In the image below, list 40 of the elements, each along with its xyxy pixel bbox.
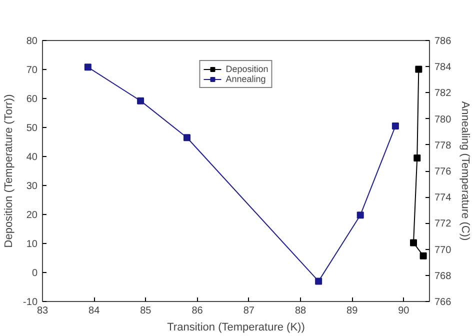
y2-tick-label: 776	[434, 166, 452, 178]
x-tick-label: 87	[243, 306, 255, 316]
y2-tick-label: 770	[434, 244, 452, 256]
y2-axis-title: Annealing (Temperature (C))	[459, 101, 472, 241]
x-tick-label: 85	[140, 306, 152, 316]
point	[392, 122, 399, 130]
y-tick-label: 40	[26, 152, 38, 163]
y-tick-label: 10	[26, 239, 38, 250]
y-tick-label: 0	[32, 268, 38, 279]
point	[137, 97, 144, 104]
y-tick-label: 80	[26, 36, 38, 47]
y2-tick-label: 766	[434, 297, 452, 308]
y-tick-label: 30	[26, 181, 38, 192]
y2-tick-label: 780	[434, 114, 452, 126]
y-axis-title: Deposition (Temperature (Torr))	[3, 94, 16, 248]
y-tick-label: -10	[23, 297, 38, 308]
point	[315, 278, 322, 285]
point	[84, 64, 92, 71]
x-tick-label: 83	[36, 306, 48, 316]
y2-tick-label: 782	[434, 88, 452, 100]
y2-tick-label: 772	[434, 218, 452, 230]
legend-label: Annealing	[226, 74, 266, 84]
legend-label: Deposition	[226, 64, 268, 74]
y2-tick-label: 778	[434, 140, 452, 152]
x-axis-title: Transition (Temperature (K))	[167, 322, 305, 334]
x-tick-label: 90	[398, 306, 410, 316]
point	[183, 134, 190, 142]
x-tick-label: 89	[346, 306, 358, 316]
y2-tick-label: 768	[434, 270, 452, 282]
point	[356, 212, 364, 219]
y-tick-label: 50	[26, 123, 38, 134]
x-tick-label: 86	[192, 306, 204, 316]
y-tick-label: 60	[26, 94, 38, 105]
y2-tick-label: 786	[434, 36, 452, 47]
y2-tick-label: 774	[434, 192, 452, 204]
y-tick-label: 20	[26, 210, 38, 221]
y-tick-label: 70	[26, 65, 38, 76]
x-tick-label: 84	[88, 306, 100, 316]
y2-tick-label: 784	[434, 62, 452, 74]
x-tick-label: 88	[294, 306, 306, 316]
